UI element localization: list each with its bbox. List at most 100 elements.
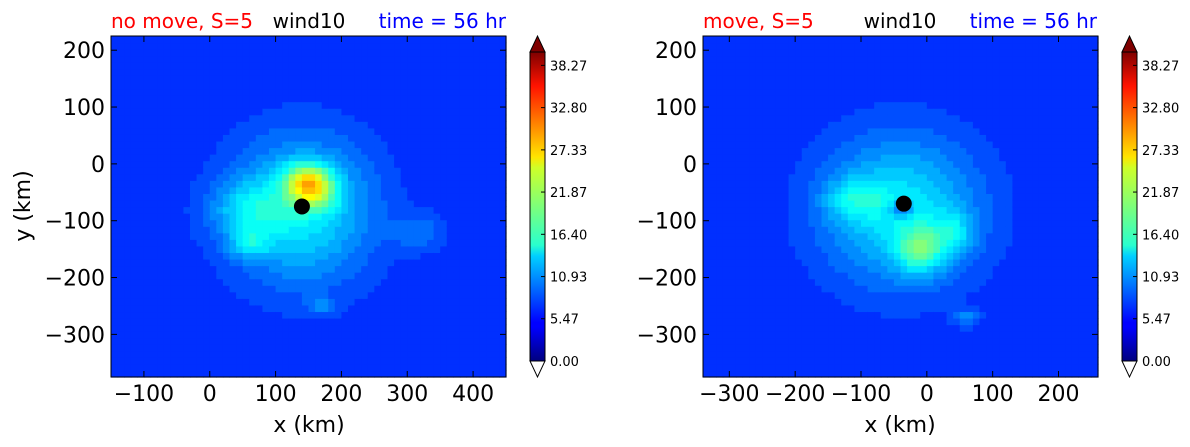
heatmap-cell	[269, 317, 277, 326]
heatmap-cell	[775, 206, 783, 214]
heatmap-cell	[328, 219, 336, 227]
heatmap-cell	[269, 101, 277, 109]
heatmap-cell	[275, 311, 283, 319]
heatmap-cell	[229, 134, 237, 142]
heatmap-cell	[361, 114, 369, 122]
heatmap-cell	[920, 180, 928, 188]
heatmap-cell	[466, 42, 474, 50]
heatmap-cell	[216, 140, 224, 149]
heatmap-cell	[880, 265, 888, 273]
heatmap-cell	[742, 49, 750, 57]
heatmap-cell	[900, 140, 908, 149]
heatmap-cell	[111, 239, 119, 247]
heatmap-cell	[196, 167, 204, 175]
heatmap-cell	[755, 121, 763, 129]
heatmap-cell	[380, 206, 389, 214]
heatmap-cell	[887, 180, 895, 188]
heatmap-cell	[729, 213, 737, 221]
heatmap-cell	[143, 219, 152, 227]
heatmap-cell	[387, 285, 395, 293]
heatmap-cell	[782, 193, 790, 201]
heatmap-cell	[466, 311, 474, 319]
heatmap-cell	[222, 75, 231, 83]
heatmap-cell	[775, 88, 783, 96]
heatmap-cell	[880, 337, 888, 345]
heatmap-cell	[427, 357, 435, 365]
heatmap-cell	[341, 114, 349, 122]
heatmap-cell	[143, 239, 152, 247]
heatmap-cell	[867, 49, 875, 57]
heatmap-cell	[130, 180, 138, 188]
heatmap-cell	[762, 219, 770, 227]
heatmap-cell	[295, 357, 303, 365]
heatmap-cell	[828, 317, 836, 326]
heatmap-cell	[150, 140, 158, 149]
heatmap-cell	[735, 160, 744, 168]
heatmap-cell	[308, 134, 316, 142]
heatmap-cell	[124, 160, 132, 168]
heatmap-cell	[380, 167, 389, 175]
heatmap-cell	[814, 134, 823, 142]
heatmap-cell	[867, 167, 875, 175]
heatmap-cell	[269, 81, 277, 90]
heatmap-cell	[782, 127, 790, 135]
heatmap-cell	[893, 180, 902, 188]
heatmap-cell	[374, 344, 382, 352]
heatmap-cell	[354, 311, 362, 319]
heatmap-cell	[288, 363, 296, 372]
heatmap-cell	[137, 49, 145, 57]
heatmap-cell	[163, 285, 171, 293]
heatmap-cell	[735, 55, 744, 63]
heatmap-cell	[907, 121, 915, 129]
heatmap-cell	[150, 95, 158, 103]
heatmap-cell	[321, 278, 329, 286]
heatmap-cell	[801, 186, 809, 194]
heatmap-cell	[334, 304, 343, 313]
heatmap-cell	[308, 114, 316, 122]
heatmap-cell	[288, 108, 296, 116]
heatmap-cell	[755, 344, 763, 352]
heatmap-cell	[236, 304, 244, 313]
heatmap-cell	[479, 121, 487, 129]
heatmap-cell	[216, 206, 224, 214]
heatmap-cell	[255, 350, 264, 358]
heatmap-cell	[269, 186, 277, 194]
heatmap-cell	[801, 68, 809, 76]
heatmap-cell	[486, 134, 494, 142]
heatmap-cell	[814, 127, 823, 135]
heatmap-cell	[163, 121, 171, 129]
heatmap-cell	[380, 180, 389, 188]
heatmap-cell	[150, 134, 158, 142]
heatmap-cell	[867, 219, 875, 227]
heatmap-cell	[907, 114, 915, 122]
heatmap-cell	[716, 147, 724, 155]
heatmap-cell	[255, 55, 264, 63]
heatmap-cell	[348, 370, 356, 378]
heatmap-cell	[854, 114, 862, 122]
heatmap-cell	[400, 331, 408, 339]
heatmap-cell	[900, 291, 908, 299]
heatmap-cell	[236, 55, 244, 63]
heatmap-cell	[814, 42, 823, 50]
heatmap-cell	[880, 285, 888, 293]
heatmap-cell	[249, 173, 257, 181]
heatmap-cell	[440, 357, 448, 365]
heatmap-cell	[400, 68, 408, 76]
heatmap-cell	[137, 68, 145, 76]
heatmap-cell	[887, 42, 895, 50]
heatmap-cell	[808, 317, 816, 326]
heatmap-cell	[920, 239, 928, 247]
heatmap-cell	[479, 252, 487, 260]
heatmap-cell	[163, 278, 171, 286]
heatmap-cell	[828, 49, 836, 57]
heatmap-cell	[334, 167, 343, 175]
heatmap-cell	[407, 232, 415, 240]
heatmap-cell	[269, 363, 277, 372]
heatmap-cell	[242, 62, 250, 70]
heatmap-cell	[400, 252, 408, 260]
heatmap-cell	[492, 272, 501, 280]
heatmap-cell	[348, 121, 356, 129]
heatmap-cell	[176, 180, 185, 188]
heatmap-cell	[722, 147, 730, 155]
heatmap-cell	[722, 206, 730, 214]
